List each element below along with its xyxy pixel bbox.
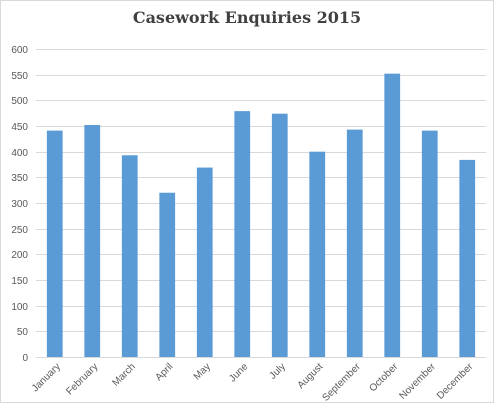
bar-february [84,124,101,358]
bar-may [196,167,213,357]
x-tick-label: January [30,361,63,394]
bar-january [46,130,63,357]
x-tick-label: July [268,361,288,381]
x-tick-label: May [192,361,213,382]
y-tick-label: 0 [22,353,28,364]
bar-november [421,130,438,357]
y-tick-label: 150 [11,276,28,287]
y-tick-label: 50 [17,327,29,338]
y-tick-label: 500 [11,96,28,107]
bar-march [121,155,138,357]
y-tick-label: 550 [11,71,28,82]
x-tick-label: November [397,361,438,402]
x-tick-label: March [110,361,137,388]
bar-july [271,113,288,358]
chart-title: Casework Enquiries 2015 [132,8,362,27]
y-tick-label: 600 [11,45,28,56]
bar-december [459,159,476,357]
x-tick-label: April [153,361,175,383]
bar-october [384,73,401,357]
x-tick-label: September [321,361,364,403]
y-tick-label: 250 [11,225,28,236]
x-tick-label: August [296,361,326,391]
x-tick-label: October [367,361,400,394]
y-tick-label: 100 [11,302,28,313]
x-tick-label: February [64,361,100,397]
bar-august [309,151,326,357]
x-tick-label: December [435,361,476,402]
y-tick-label: 450 [11,122,28,133]
bar-june [234,111,251,357]
y-tick-label: 300 [11,199,28,210]
bar-september [346,129,363,357]
x-tick-label: June [227,361,250,384]
bar-april [159,192,176,357]
y-tick-label: 350 [11,173,28,184]
y-tick-label: 200 [11,250,28,261]
y-tick-label: 400 [11,148,28,159]
